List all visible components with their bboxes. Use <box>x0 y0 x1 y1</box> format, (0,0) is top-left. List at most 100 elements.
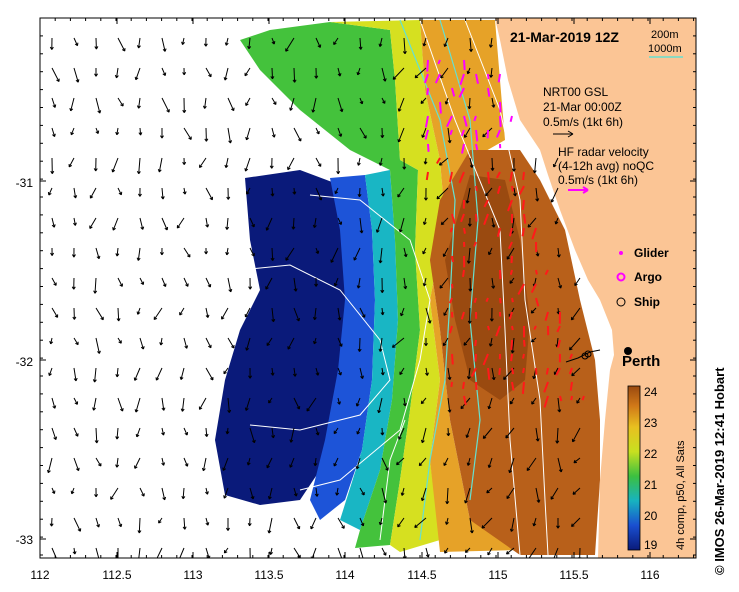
current-vector-arrow <box>285 247 295 261</box>
current-vector-arrow <box>205 217 210 228</box>
current-vector-arrow <box>506 487 515 500</box>
current-vector-arrow <box>513 187 517 197</box>
current-vector-arrow <box>467 97 472 110</box>
current-vector-arrow <box>72 307 77 320</box>
current-vector-arrow <box>89 217 97 229</box>
current-vector-arrow <box>51 277 57 286</box>
radar-vector-arrow <box>568 367 573 375</box>
current-vector-arrow <box>447 367 452 381</box>
current-vector-arrow <box>358 37 363 50</box>
radar-vector-arrow <box>487 325 491 331</box>
current-vector-arrow <box>333 457 339 467</box>
current-vector-arrow <box>337 337 343 347</box>
current-vector-arrow <box>223 547 229 554</box>
radar-vector-arrow <box>451 353 454 365</box>
current-vector-arrow <box>287 337 295 350</box>
current-vector-arrow <box>244 307 251 318</box>
current-vector-arrow <box>555 427 560 444</box>
x-axis: 112 112.5 113 113.5 114 114.5 115 115.5 … <box>30 568 659 582</box>
current-vector-arrow <box>420 397 427 405</box>
radar-vector-arrow <box>448 325 453 334</box>
current-vector-arrow <box>378 247 383 264</box>
y-tick-label: -31 <box>16 176 34 190</box>
current-vector-arrow <box>289 457 295 468</box>
plot-area <box>40 18 696 558</box>
current-vector-arrow <box>436 187 449 200</box>
argo-marker-legend: Argo <box>616 270 662 284</box>
x-tick-label: 113 <box>183 568 202 582</box>
current-vector-arrow <box>414 67 427 79</box>
current-vector-arrow <box>245 97 251 107</box>
current-vector-arrow <box>248 277 253 290</box>
current-vector-arrow <box>271 37 276 45</box>
current-vector-arrow <box>136 97 141 109</box>
current-vector-arrow <box>139 217 145 230</box>
radar-vector-arrow <box>517 283 525 295</box>
colorbar <box>627 385 641 551</box>
ship-track <box>565 349 601 363</box>
x-tick-label: 113.5 <box>254 568 283 582</box>
radar-vector-arrow <box>451 283 454 289</box>
current-vector-arrow <box>292 367 297 377</box>
radar-vector-arrow <box>475 185 478 191</box>
current-vector-arrow <box>138 547 141 558</box>
current-vector-arrow <box>527 547 537 558</box>
radar-vector-arrow <box>508 227 513 237</box>
radar-vector-arrow <box>451 87 456 97</box>
current-vector-arrow <box>556 247 561 258</box>
current-vector-arrow <box>314 67 319 79</box>
radar-vector-arrow <box>507 199 513 212</box>
current-vector-arrow <box>337 397 341 405</box>
current-vector-arrow <box>227 127 233 144</box>
axis-ticks <box>39 17 696 558</box>
current-vector-arrow <box>377 397 383 414</box>
current-vector-arrow <box>569 337 581 351</box>
current-vector-arrow <box>136 37 141 49</box>
y-axis: -31 -32 -33 <box>16 176 34 547</box>
current-vector-arrow <box>72 547 77 555</box>
current-vector-arrow <box>179 367 185 380</box>
radar-vector-arrow <box>555 367 561 376</box>
current-vector-arrow <box>334 187 339 195</box>
plot-frame <box>39 17 697 559</box>
colorbar-label: 4h comp, p50, All Sats <box>675 440 687 550</box>
current-vector-arrow <box>481 517 493 529</box>
current-vector-arrow <box>310 517 317 530</box>
radar-vector-arrow <box>543 395 549 408</box>
current-vector-arrow <box>249 487 255 500</box>
current-vector-arrow <box>465 187 471 204</box>
current-vector-arrow <box>315 367 320 376</box>
current-vector-arrow <box>312 217 317 229</box>
current-vector-arrow <box>380 307 385 316</box>
current-vector-arrow <box>115 127 120 136</box>
radar-vector-arrow <box>533 325 537 331</box>
current-vector-arrow <box>134 457 141 469</box>
radar-vector-arrow <box>511 185 514 192</box>
current-vector-arrow <box>117 187 123 196</box>
current-vector-arrow <box>469 157 474 168</box>
current-vector-arrow <box>182 67 187 76</box>
radar-vector-arrow <box>487 87 491 97</box>
radar-vector-arrow <box>499 101 502 113</box>
radar-vector-arrow <box>427 143 430 152</box>
radar-vector-arrow <box>498 367 501 376</box>
radar-vector-arrow <box>483 199 489 208</box>
current-vector-arrow <box>50 157 55 174</box>
radar-vector-arrow <box>569 353 573 360</box>
current-vector-arrow <box>337 517 345 529</box>
current-vector-arrow <box>532 517 537 527</box>
current-vector-arrow <box>397 517 405 528</box>
radar-vector-arrow <box>460 311 465 320</box>
radar-vector-arrow <box>518 185 525 195</box>
current-vector-arrow <box>359 307 366 318</box>
current-vector-arrow <box>181 37 185 45</box>
current-vector-arrow <box>359 127 367 139</box>
current-vector-arrow <box>71 247 76 258</box>
current-vector-arrow <box>464 487 471 504</box>
current-vector-arrow <box>182 157 187 165</box>
current-vector-arrow <box>444 547 449 554</box>
current-vector-arrow <box>571 427 581 443</box>
current-vector-arrow <box>337 127 343 137</box>
current-vector-arrow <box>73 187 78 199</box>
current-vector-arrow <box>204 127 209 142</box>
